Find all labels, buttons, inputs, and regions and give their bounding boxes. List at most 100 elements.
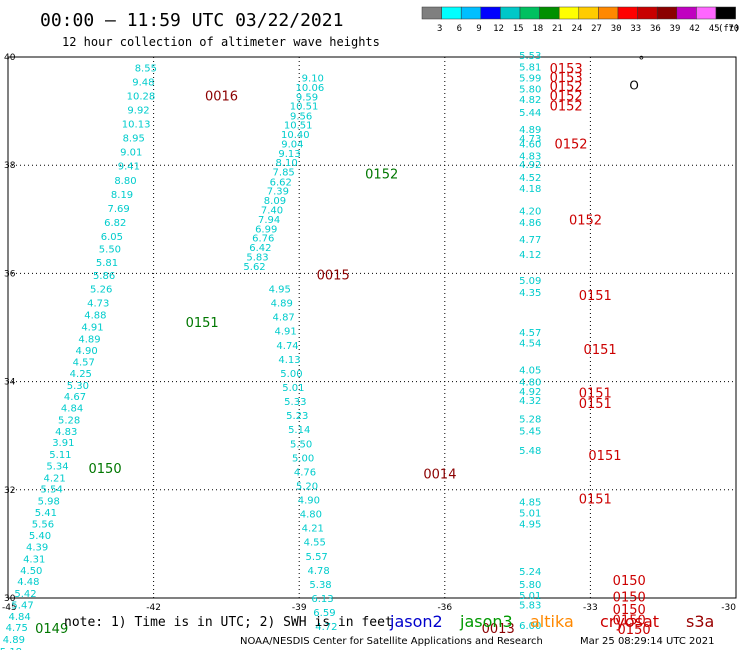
wave-height-value: 5.24: [519, 567, 541, 578]
wave-height-value: 5.00: [292, 453, 314, 464]
pass-label: 0152: [550, 100, 583, 115]
pass-labels: 0016 0152 0015 0151 0014 0150 0013 0149 01530153…: [35, 62, 650, 638]
wave-height-value: 4.21: [43, 473, 65, 484]
wave-height-value: 7.85: [273, 168, 295, 179]
satellite-legend-cryosat: cryosat: [600, 612, 659, 631]
wave-height-value: 8.80: [114, 176, 136, 187]
wave-height-value: 4.74: [276, 341, 298, 352]
legend-swatch: [480, 6, 501, 20]
legend-swatch: [676, 6, 697, 20]
pass-label: 0150: [613, 590, 646, 605]
legend-tick-label: 21: [552, 24, 563, 34]
wave-height-value: 7.39: [267, 187, 289, 198]
satellite-legend-s3a: s3a: [686, 612, 714, 631]
wave-height-value: 4.75: [6, 623, 28, 634]
legend-tick-label: 18: [532, 24, 543, 34]
wave-height-value: 10.51: [290, 102, 319, 113]
wave-height-value: 4.86: [519, 218, 541, 229]
wave-height-value: 9.56: [290, 111, 312, 122]
wave-height-value: 4.84: [61, 404, 83, 415]
wave-height-value: 4.05: [519, 366, 541, 377]
legend-tick-label: 12: [493, 24, 504, 34]
pass-label: 0150: [613, 603, 646, 618]
legend-swatch: [441, 6, 462, 20]
wave-height-value: 4.87: [273, 313, 295, 324]
wave-height-value: 4.54: [519, 339, 541, 350]
wave-height-value: 5.23: [286, 411, 308, 422]
wave-height-value: 4.80: [519, 378, 541, 389]
wave-height-value: 4.35: [519, 288, 541, 299]
wave-height-value: 5.86: [93, 271, 115, 282]
wave-height-value: 4.91: [81, 322, 103, 333]
latitude-tick-label: 36: [4, 269, 16, 279]
wave-height-value: 5.01: [282, 383, 304, 394]
wave-height-value: 4.25: [70, 369, 92, 380]
wave-height-value: 7.40: [261, 206, 283, 217]
wave-height-value: 4.13: [278, 355, 300, 366]
wave-height-value: 4.85: [519, 498, 541, 509]
wave-height-value: 10.13: [122, 120, 151, 131]
wave-height-value: 4.18: [519, 184, 541, 195]
latitude-tick-label: 30: [4, 594, 16, 604]
wave-height-value: 5.80: [519, 84, 541, 95]
wave-height-value: 4.80: [300, 510, 322, 521]
wave-height-value: 9.59: [296, 92, 318, 103]
wave-height-value: 4.67: [64, 392, 86, 403]
wave-height-value: 7.94: [258, 215, 280, 226]
legend-tick-label: 70: [728, 24, 739, 34]
wave-height-value: 5.62: [243, 262, 265, 273]
wave-height-value: 6.62: [270, 177, 292, 188]
wave-height-value: 4.50: [20, 566, 42, 577]
pass-label: 0150: [613, 614, 646, 629]
pass-label: 0014: [423, 468, 456, 483]
island-glyph: °: [638, 54, 644, 68]
pass-label: 0152: [365, 167, 398, 182]
wave-height-value: 4.89: [3, 635, 25, 646]
pass-label: 0150: [89, 462, 122, 477]
wave-height-value: 9.41: [118, 162, 140, 173]
latitude-tick-label: 40: [4, 53, 16, 63]
pass-label: 0151: [579, 386, 612, 401]
legend-swatch: [598, 6, 619, 20]
wave-height-value: 4.39: [26, 543, 48, 554]
wave-height-value: 4.31: [23, 555, 45, 566]
longitude-tick-label: -42: [146, 603, 161, 613]
wave-height-value: 5.38: [309, 580, 331, 591]
legend-unit: (ft): [718, 24, 740, 34]
wave-height-value: 4.21: [302, 524, 324, 535]
wave-height-value: 10.51: [284, 121, 313, 132]
legend-tick-label: 27: [591, 24, 602, 34]
wave-height-value: 6.00: [519, 621, 541, 632]
legend-tick-label: 30: [611, 24, 622, 34]
wave-height-value: 6.13: [311, 594, 333, 605]
wave-height-value: 5.83: [246, 253, 268, 264]
wave-height-value: 6.42: [249, 243, 271, 254]
wave-height-value: 8.09: [264, 196, 286, 207]
wave-height-value: 5.50: [290, 439, 312, 450]
satellite-legend: jason2 jason3 altika cryosat s3a: [389, 612, 714, 631]
wave-height-value: 4.73: [87, 299, 109, 310]
wave-height-value: 4.20: [519, 207, 541, 218]
wave-height-value: 9.01: [120, 148, 142, 159]
wave-height-value: 3.91: [52, 438, 74, 449]
pass-label: 0152: [569, 213, 602, 228]
pass-label: 0016: [205, 89, 238, 104]
wave-height-value: 6.76: [252, 234, 274, 245]
wave-height-value: 4.92: [519, 160, 541, 171]
wave-height-value: 4.73: [519, 134, 541, 145]
wave-height-value: 5.56: [32, 519, 54, 530]
wave-height-value: 4.89: [271, 299, 293, 310]
wave-height-value: 5.57: [306, 552, 328, 563]
footnote: note: 1) Time is in UTC; 2) SWH is in fe…: [64, 615, 393, 630]
legend-tick-label: 24: [572, 24, 583, 34]
island-glyph: O: [629, 78, 638, 92]
latitude-tick-label: 32: [4, 486, 15, 496]
legend-swatch: [656, 6, 678, 20]
credit-line: NOAA/NESDIS Center for Satellite Applica…: [240, 636, 543, 647]
legend-tick-label: 39: [670, 24, 681, 34]
wave-height-value: 5.48: [519, 446, 541, 457]
wave-height-value: 5.34: [46, 461, 68, 472]
wave-height-value: 5.28: [519, 414, 541, 425]
wave-height-value: 10.06: [296, 83, 325, 94]
